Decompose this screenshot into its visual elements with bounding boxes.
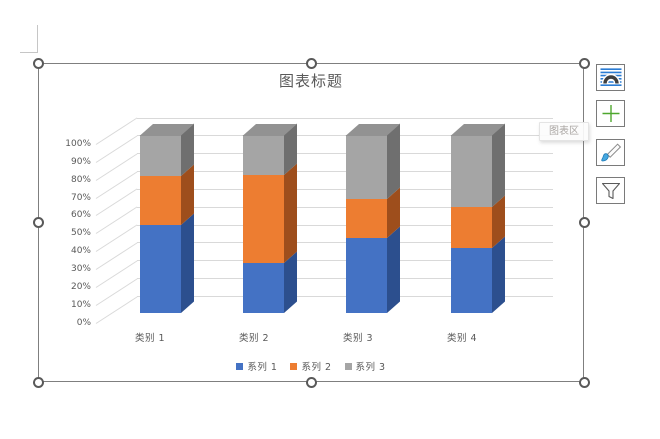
gridline	[137, 171, 553, 173]
y-axis-tick-label: 40%	[70, 246, 91, 257]
page-margin-mark-horizontal	[20, 52, 37, 53]
y-axis-tick-label: 70%	[70, 192, 91, 203]
selection-handle-middle-right[interactable]	[578, 217, 590, 228]
legend-swatch	[290, 362, 298, 370]
y-axis-tick-label: 50%	[70, 228, 91, 239]
gridline	[137, 206, 553, 208]
bar-segment-side[interactable]	[387, 123, 400, 200]
bar-segment-side[interactable]	[181, 213, 194, 313]
bar-segment-front[interactable]	[140, 135, 181, 176]
bar-segment-front[interactable]	[140, 225, 181, 313]
gridline	[137, 278, 553, 280]
y-axis-tick-label: 100%	[65, 139, 91, 149]
chart-filters-funnel-icon	[601, 182, 620, 199]
gridline	[137, 188, 553, 190]
legend[interactable]: 系列 1 系列 2 系列 3	[38, 358, 584, 374]
page-margin-mark-vertical	[37, 25, 38, 53]
chart-styles-button[interactable]	[596, 139, 625, 166]
selection-handle-bottom-left[interactable]	[32, 376, 44, 388]
bar-segment-side[interactable]	[492, 123, 505, 208]
chart-elements-button[interactable]	[596, 100, 625, 127]
bar-segment-front[interactable]	[243, 175, 284, 263]
legend-label: 系列 2	[301, 362, 332, 373]
bar-segment-front[interactable]	[243, 262, 284, 313]
axis-depth-line	[95, 117, 138, 145]
chart-title[interactable]: 图表标题	[278, 72, 343, 90]
chart-styles-brush-icon	[600, 142, 621, 161]
category-label[interactable]: 类别 3	[342, 333, 374, 344]
selection-handle-bottom-right[interactable]	[578, 376, 590, 388]
bar-segment-side[interactable]	[387, 226, 400, 313]
gridline	[137, 117, 553, 119]
y-axis-tick-label: 0%	[76, 317, 91, 328]
selection-handle-top-center[interactable]	[305, 57, 317, 69]
legend-swatch	[344, 362, 352, 370]
legend-item[interactable]: 系列 2	[290, 359, 331, 373]
y-axis-tick-label: 60%	[70, 210, 91, 221]
bar-segment-front[interactable]	[243, 135, 284, 176]
category-label[interactable]: 类别 2	[238, 333, 270, 344]
y-axis-tick-label: 10%	[70, 299, 91, 310]
layout-options-button[interactable]	[596, 64, 625, 91]
bar-segment-side[interactable]	[284, 163, 297, 263]
layout-options-icon	[600, 68, 621, 87]
gridline	[137, 224, 553, 226]
bar-segment-front[interactable]	[451, 207, 492, 248]
bar-segment-front[interactable]	[346, 135, 387, 200]
bar-segment-front[interactable]	[346, 199, 387, 238]
y-axis-tick-label: 90%	[70, 156, 91, 167]
gridline	[137, 296, 553, 297]
y-axis-tick-label: 20%	[70, 281, 91, 292]
y-axis-tick-label: 30%	[70, 263, 91, 274]
gridline	[137, 153, 553, 155]
category-label[interactable]: 类别 1	[134, 333, 166, 344]
legend-item[interactable]: 系列 3	[344, 359, 386, 373]
bar-segment-front[interactable]	[346, 237, 387, 313]
legend-item[interactable]: 系列 1	[236, 359, 277, 373]
selection-handle-middle-left[interactable]	[32, 217, 44, 228]
gridline	[137, 242, 553, 244]
selection-handle-top-left[interactable]	[32, 57, 44, 69]
legend-swatch	[236, 362, 244, 370]
chart-elements-plus-icon	[602, 105, 619, 122]
bar-segment-front[interactable]	[451, 247, 492, 313]
selection-handle-bottom-center[interactable]	[305, 376, 317, 388]
bar-segment-front[interactable]	[140, 175, 181, 226]
legend-label: 系列 3	[355, 362, 386, 373]
legend-label: 系列 1	[247, 362, 278, 373]
gridline	[137, 135, 553, 137]
bar-segment-front[interactable]	[451, 135, 492, 208]
gridline	[137, 260, 553, 262]
y-axis-tick-label: 80%	[70, 174, 91, 185]
chart-area-tooltip: 图表区	[539, 122, 589, 141]
category-label[interactable]: 类别 4	[446, 333, 478, 344]
chart-filters-button[interactable]	[596, 177, 625, 204]
selection-handle-top-right[interactable]	[578, 57, 590, 69]
bar-segment-side[interactable]	[492, 236, 505, 313]
